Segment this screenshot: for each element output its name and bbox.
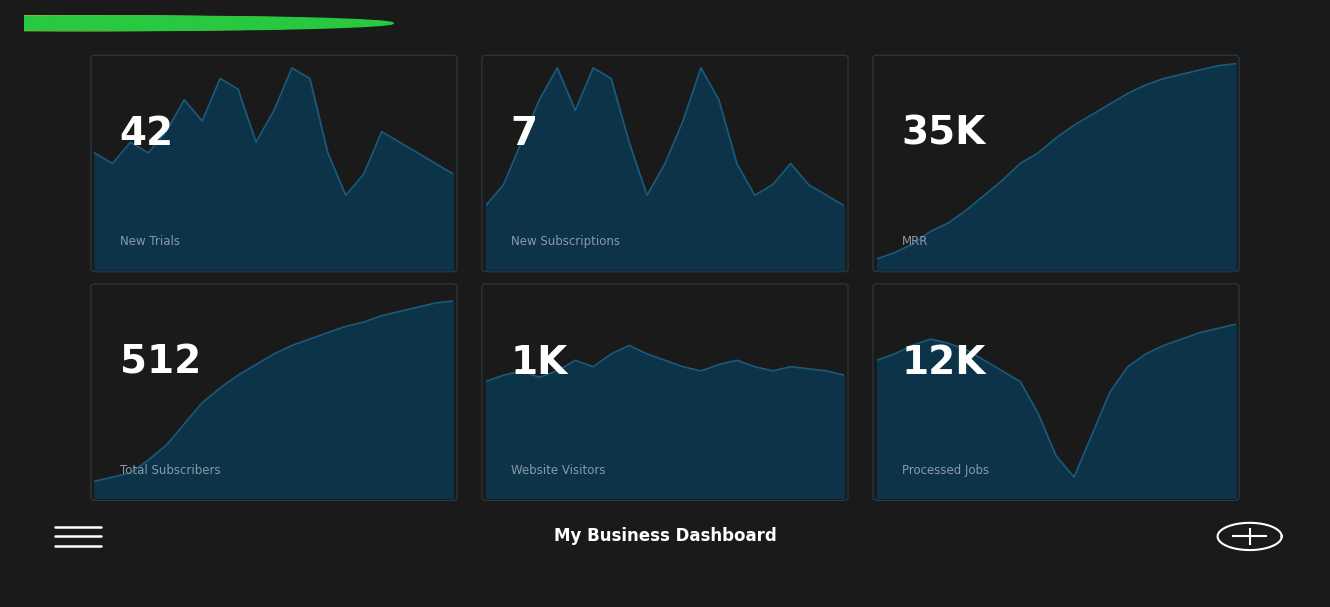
Circle shape <box>0 16 342 30</box>
Text: Website Visitors: Website Visitors <box>511 464 605 477</box>
Text: New Subscriptions: New Subscriptions <box>511 236 620 248</box>
Circle shape <box>0 16 367 30</box>
Text: 12K: 12K <box>902 344 986 382</box>
Text: 35K: 35K <box>902 115 986 153</box>
Text: 7: 7 <box>511 115 537 153</box>
Text: 1K: 1K <box>511 344 568 382</box>
Text: MRR: MRR <box>902 236 928 248</box>
Text: 42: 42 <box>120 115 174 153</box>
Circle shape <box>0 16 394 30</box>
Text: My Business Dashboard: My Business Dashboard <box>553 527 777 546</box>
Text: Processed Jobs: Processed Jobs <box>902 464 988 477</box>
Text: Total Subscribers: Total Subscribers <box>120 464 221 477</box>
Text: 512: 512 <box>120 344 201 382</box>
Text: New Trials: New Trials <box>120 236 180 248</box>
